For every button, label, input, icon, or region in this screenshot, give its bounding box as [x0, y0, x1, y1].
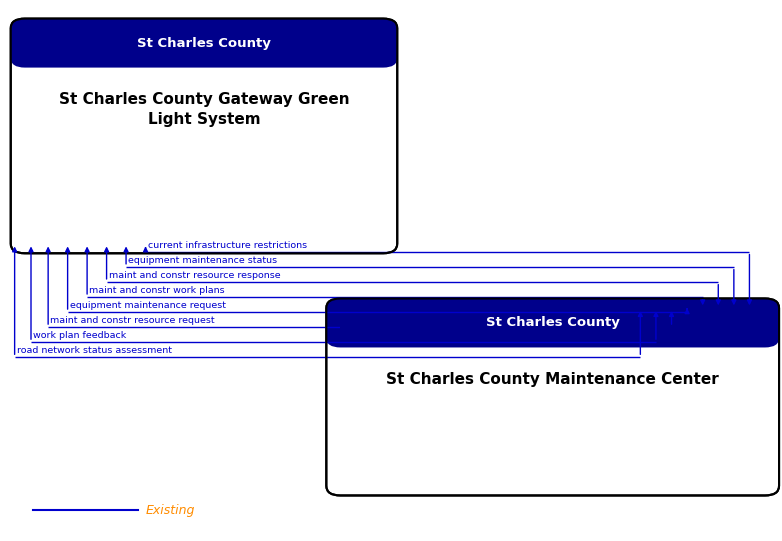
Text: maint and constr resource response: maint and constr resource response [109, 270, 281, 280]
Text: St Charles County Gateway Green
Light System: St Charles County Gateway Green Light Sy… [59, 93, 350, 127]
FancyBboxPatch shape [11, 18, 397, 253]
FancyBboxPatch shape [326, 299, 779, 347]
Text: Existing: Existing [145, 504, 195, 517]
Text: current infrastructure restrictions: current infrastructure restrictions [148, 241, 307, 249]
Text: road network status assessment: road network status assessment [17, 346, 172, 355]
Text: St Charles County: St Charles County [137, 37, 271, 50]
Text: maint and constr resource request: maint and constr resource request [51, 316, 215, 325]
Text: equipment maintenance request: equipment maintenance request [70, 301, 226, 310]
FancyBboxPatch shape [11, 18, 397, 68]
Text: equipment maintenance status: equipment maintenance status [128, 255, 278, 265]
FancyBboxPatch shape [326, 299, 779, 496]
Bar [25, 42, 383, 58]
Text: St Charles County: St Charles County [486, 316, 619, 329]
Bar [340, 321, 765, 338]
Text: St Charles County Maintenance Center: St Charles County Maintenance Center [386, 372, 719, 387]
Text: work plan feedback: work plan feedback [34, 331, 127, 340]
Text: maint and constr work plans: maint and constr work plans [89, 286, 225, 295]
